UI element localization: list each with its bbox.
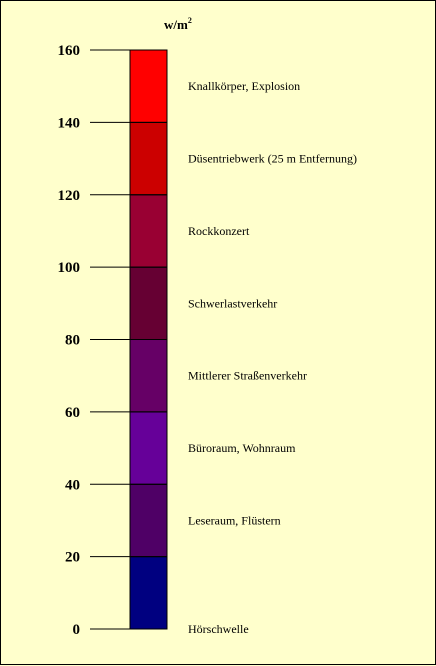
- bar-segment: [129, 194, 168, 268]
- category-label: Rockkonzert: [188, 224, 250, 238]
- category-label: Leseraum, Flüstern: [188, 513, 281, 527]
- category-label: Schwerlastverkehr: [188, 296, 277, 310]
- category-label: Mittlerer Straßenverkehr: [188, 369, 307, 383]
- tick-label: 120: [58, 188, 81, 204]
- tick-label: 0: [73, 622, 81, 638]
- tick-label: 40: [65, 477, 80, 493]
- unit-superscript: 2: [188, 16, 192, 25]
- bar-segment: [129, 483, 168, 558]
- tick-label: 160: [58, 43, 81, 59]
- bar-segment: [129, 411, 168, 485]
- unit-base: w/m: [164, 17, 188, 32]
- bar-segment: [129, 266, 168, 340]
- unit-label: w/m2: [164, 16, 192, 32]
- tick-label: 80: [65, 333, 80, 349]
- tick-label: 20: [65, 550, 80, 566]
- y-axis: 0 20 40 60 80 100 120 140 160: [58, 43, 167, 638]
- category-labels: Hörschwelle Leseraum, Flüstern Büroraum, W…: [188, 79, 357, 636]
- bar-segment: [129, 339, 168, 413]
- bar-segment: [129, 556, 168, 630]
- category-label: Düsentriebwerk (25 m Entfernung): [188, 152, 357, 166]
- tick-label: 140: [58, 115, 81, 131]
- scale-bar: [129, 49, 168, 630]
- bar-segment: [129, 121, 168, 196]
- tick-label: 100: [58, 260, 81, 276]
- category-label: Hörschwelle: [188, 622, 249, 636]
- category-label: Büroraum, Wohnraum: [188, 441, 296, 455]
- tick-label: 60: [65, 405, 80, 421]
- bar-segment: [129, 49, 168, 123]
- category-label: Knallkörper, Explosion: [188, 79, 300, 93]
